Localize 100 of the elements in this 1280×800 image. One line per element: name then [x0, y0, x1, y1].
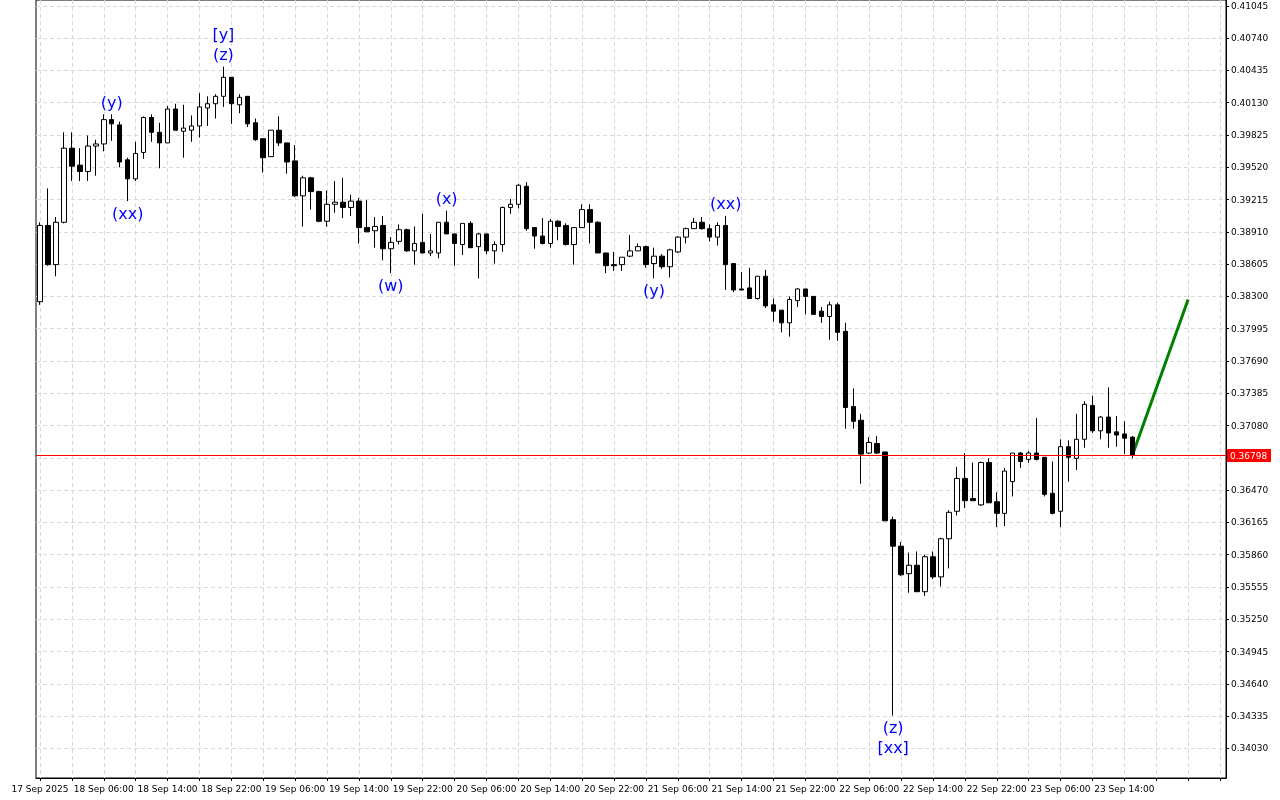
candlestick — [364, 199, 370, 233]
annotation: [y] — [212, 25, 235, 45]
candlestick — [500, 205, 505, 253]
y-tick-label: 0.37995 — [1231, 323, 1269, 334]
x-tick-label: 19 Sep 14:00 — [328, 783, 390, 794]
y-tick-label: 0.35250 — [1231, 614, 1269, 625]
candlestick — [300, 175, 306, 228]
candlestick — [898, 541, 904, 577]
candlestick — [962, 452, 968, 509]
candlestick — [165, 105, 170, 144]
candlestick — [627, 234, 633, 258]
x-tick-label: 22 Sep 06:00 — [839, 783, 900, 794]
y-tick-label: 0.35555 — [1231, 581, 1269, 592]
candlestick — [970, 462, 976, 502]
y-tick-label: 0.34640 — [1231, 678, 1269, 689]
x-tick-label: 19 Sep 22:00 — [392, 783, 454, 794]
candlestick — [189, 114, 194, 143]
candlestick — [1066, 439, 1071, 483]
candlestick — [1050, 461, 1055, 515]
candlestick — [819, 306, 824, 324]
candlestick — [540, 217, 545, 246]
candlestick — [69, 131, 75, 182]
candlestick — [699, 216, 705, 231]
annotation: (z) — [212, 45, 234, 65]
candlestick — [787, 295, 792, 338]
candlestick — [874, 435, 880, 455]
candlestick — [619, 256, 625, 272]
candlestick — [149, 113, 154, 143]
candlestick — [245, 95, 250, 128]
y-tick-label: 0.36470 — [1231, 485, 1269, 496]
x-tick-label: 18 Sep 14:00 — [137, 783, 198, 794]
x-tick-label: 22 Sep 14:00 — [902, 783, 964, 794]
candlestick — [524, 181, 529, 232]
annotation: (xx) — [709, 194, 742, 214]
candlestick — [595, 220, 601, 254]
candlestick — [1018, 451, 1023, 469]
candlestick — [858, 413, 864, 485]
candlestick — [348, 194, 354, 217]
candlestick — [492, 240, 497, 265]
candlestick — [755, 275, 760, 301]
x-tick-label: 21 Sep 14:00 — [711, 783, 772, 794]
x-tick-label: 23 Sep 14:00 — [1094, 783, 1155, 794]
candlestick — [460, 222, 465, 256]
candlestick — [635, 242, 641, 252]
candlestick — [420, 213, 425, 254]
candlestick — [53, 216, 59, 277]
annotation: [xx] — [877, 738, 909, 758]
candlestick — [843, 322, 848, 430]
y-tick-label: 0.35860 — [1231, 549, 1269, 560]
candlestick — [125, 157, 130, 202]
candlestick — [795, 287, 800, 308]
candlestick — [747, 267, 752, 299]
candlestick — [428, 233, 433, 257]
candlestick — [555, 219, 561, 241]
candlestick — [1090, 395, 1095, 434]
candlestick — [444, 210, 449, 235]
candlestick — [109, 113, 114, 142]
candlestick — [356, 197, 362, 244]
candlestick — [237, 93, 242, 114]
candlestick — [1002, 467, 1007, 527]
candlestick — [213, 93, 218, 120]
candlestick — [986, 457, 992, 504]
candlestick — [1130, 435, 1135, 459]
candlestick — [388, 236, 394, 274]
candlestick — [268, 129, 274, 158]
candlestick — [691, 217, 697, 230]
candlestick — [571, 227, 577, 266]
candlestick — [1122, 420, 1127, 455]
ref-line-label: 0.36798 — [1230, 450, 1268, 461]
candlestick — [659, 253, 665, 270]
candlestick — [532, 227, 537, 250]
candlestick — [763, 269, 768, 309]
candlestick — [882, 451, 888, 522]
x-tick-label: 18 Sep 22:00 — [201, 783, 262, 794]
y-tick-label: 0.41045 — [1231, 0, 1269, 11]
candlestick — [779, 309, 784, 333]
y-tick-label: 0.40435 — [1231, 65, 1269, 76]
candlestick — [603, 252, 609, 274]
x-tick-label: 20 Sep 06:00 — [456, 783, 517, 794]
y-tick-label: 0.40740 — [1231, 33, 1269, 44]
candlestick — [173, 103, 178, 131]
candlestick — [579, 203, 585, 229]
y-tick-label: 0.37690 — [1231, 355, 1269, 366]
x-tick-label: 18 Sep 06:00 — [73, 783, 135, 794]
candlestick — [1114, 415, 1119, 448]
candlestick — [396, 223, 402, 246]
candlestick — [332, 180, 338, 214]
candlestick — [946, 509, 952, 569]
candlestick — [1106, 386, 1111, 449]
candlestick — [1010, 452, 1015, 497]
candlestick — [587, 203, 593, 244]
candlestick — [803, 288, 808, 315]
candlestick — [1082, 400, 1087, 449]
candlestick — [771, 298, 776, 323]
annotation: (y) — [642, 280, 665, 300]
candlestick — [276, 115, 282, 147]
x-tick-label: 20 Sep 22:00 — [584, 783, 645, 794]
annotation: (x) — [435, 189, 458, 209]
x-tick-label: 20 Sep 14:00 — [520, 783, 581, 794]
candlestick — [723, 215, 728, 291]
